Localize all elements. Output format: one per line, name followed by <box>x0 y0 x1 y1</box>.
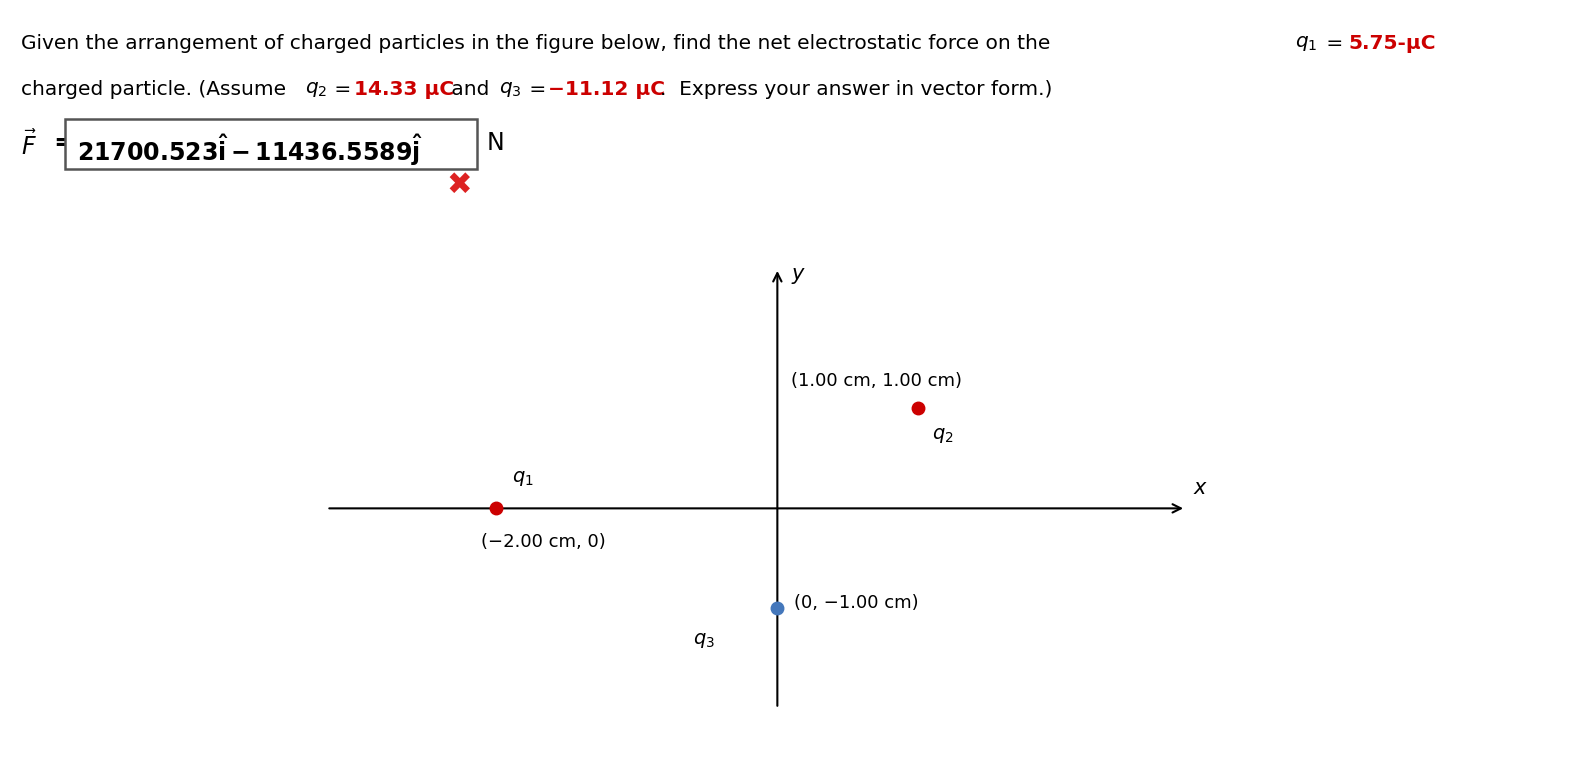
Text: $q_2$: $q_2$ <box>305 80 327 99</box>
Text: (−2.00 cm, 0): (−2.00 cm, 0) <box>482 534 606 551</box>
Text: Given the arrangement of charged particles in the figure below, find the net ele: Given the arrangement of charged particl… <box>21 34 1063 53</box>
Text: $q_1$: $q_1$ <box>513 469 534 488</box>
Text: N: N <box>486 131 504 155</box>
Text: 5.75-μC: 5.75-μC <box>1348 34 1435 53</box>
Text: charged particle. (Assume: charged particle. (Assume <box>21 80 298 99</box>
Text: and: and <box>445 80 502 99</box>
Text: $q_2$: $q_2$ <box>932 427 954 446</box>
Text: ✖: ✖ <box>447 171 472 200</box>
Text: $\vec{F}$: $\vec{F}$ <box>21 131 36 160</box>
Text: $y$: $y$ <box>791 266 807 286</box>
Text: $q_3$: $q_3$ <box>693 631 715 650</box>
Text: =: = <box>46 131 82 155</box>
Text: $q_3$: $q_3$ <box>499 80 521 99</box>
Text: =: = <box>523 80 553 99</box>
Text: −11.12 μC: −11.12 μC <box>548 80 665 99</box>
Text: $q_1$: $q_1$ <box>1295 34 1317 53</box>
Text: 14.33 μC: 14.33 μC <box>354 80 453 99</box>
Text: $x$: $x$ <box>1194 478 1208 499</box>
Text: $\mathbf{21700.523\hat{i} - 11436.5589\hat{j}}$: $\mathbf{21700.523\hat{i} - 11436.5589\h… <box>77 133 423 168</box>
Text: =: = <box>328 80 358 99</box>
FancyBboxPatch shape <box>65 119 477 169</box>
Text: (0, −1.00 cm): (0, −1.00 cm) <box>794 594 919 613</box>
Text: .  Express your answer in vector form.): . Express your answer in vector form.) <box>660 80 1052 99</box>
Text: (1.00 cm, 1.00 cm): (1.00 cm, 1.00 cm) <box>791 372 963 390</box>
Text: =: = <box>1320 34 1350 53</box>
